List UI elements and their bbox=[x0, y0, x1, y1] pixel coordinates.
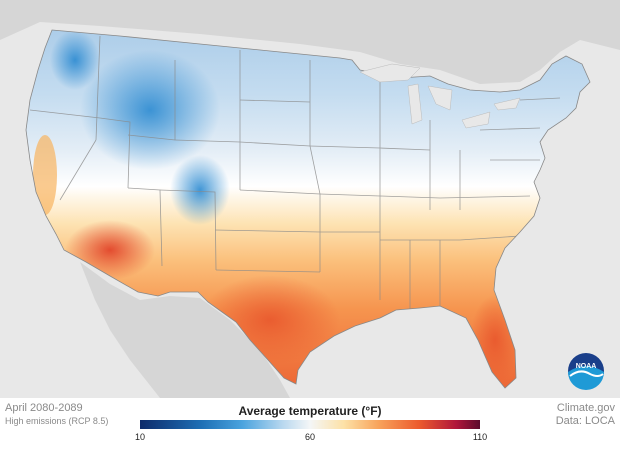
legend-title: Average temperature (°F) bbox=[238, 404, 382, 418]
canada-landmass bbox=[0, 0, 620, 84]
legend-tick-min: 10 bbox=[134, 432, 146, 442]
rockies-cold-region bbox=[80, 50, 220, 170]
florida-hot-region bbox=[470, 295, 520, 385]
legend-tick-mid: 60 bbox=[304, 432, 316, 442]
footer: April 2080-2089 High emissions (RCP 8.5)… bbox=[0, 398, 620, 450]
great-lakes bbox=[359, 63, 521, 129]
southwest-hot-region bbox=[65, 220, 155, 280]
scenario-label: High emissions (RCP 8.5) bbox=[5, 416, 109, 426]
legend-tick-max: 110 bbox=[472, 432, 488, 442]
cascades-cold-region bbox=[50, 30, 100, 90]
colorado-cold-region bbox=[170, 155, 230, 225]
california-valley-warm bbox=[33, 135, 57, 215]
temperature-map: NOAA bbox=[0, 0, 620, 398]
noaa-logo-text: NOAA bbox=[576, 363, 597, 370]
state-boundaries bbox=[29, 35, 561, 320]
credit-label: Climate.gov bbox=[556, 402, 615, 414]
legend-colorbar bbox=[140, 420, 480, 429]
mexico-landmass bbox=[80, 262, 290, 398]
noaa-logo-icon: NOAA bbox=[568, 353, 604, 390]
data-source-label: Data: LOCA bbox=[555, 415, 615, 427]
time-period-label: April 2080-2089 bbox=[5, 402, 83, 414]
